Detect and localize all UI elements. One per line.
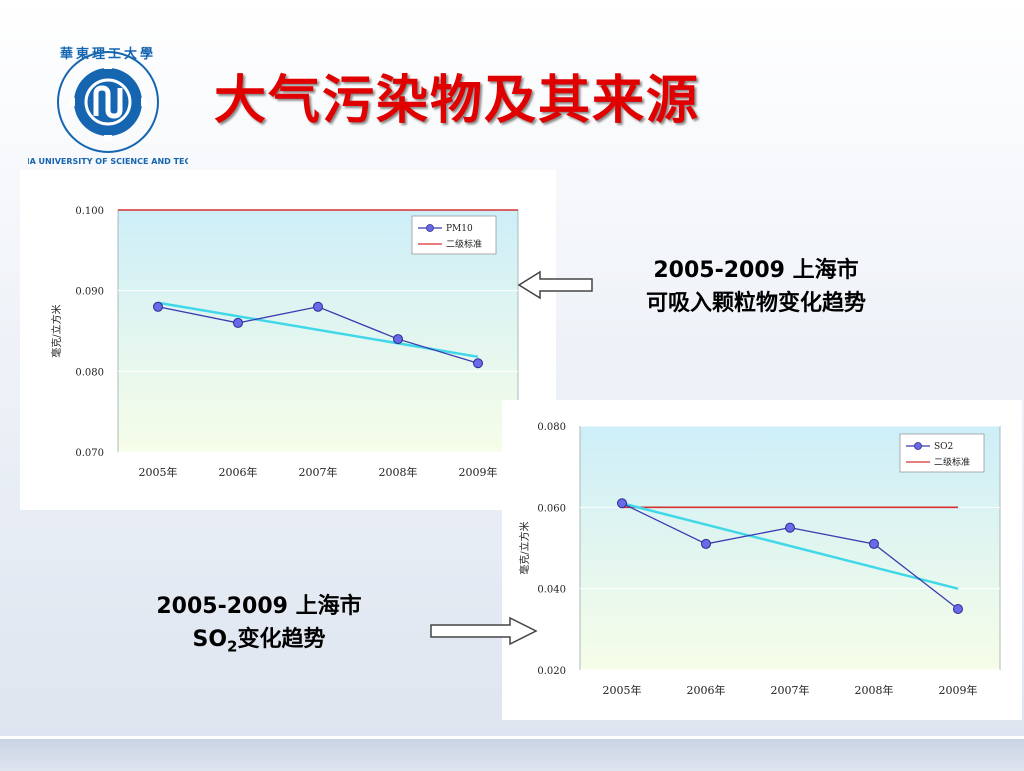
- so2-ytick-label: 0.080: [537, 422, 566, 433]
- so2-chart: 0.020 0.040 0.060 0.080 毫克/立方米 2005年 2006年 2007…: [518, 422, 1001, 697]
- pm10-caption-city: 上海市: [792, 257, 859, 283]
- so2-caption: 2005-2009 上海市 SO2变化趋势: [106, 590, 412, 662]
- so2-xtick-label: 2007年: [771, 683, 810, 697]
- pm10-caption: 2005-2009 上海市 可吸入颗粒物变化趋势: [586, 254, 926, 319]
- pm10-caption-subject: 可吸入颗粒物变化趋势: [645, 290, 866, 316]
- pm10-data-point: [313, 301, 323, 312]
- pm10-chart-panel: 0.070 0.080 0.090 0.100 毫克/立方米 2005年 2006年 2007…: [20, 170, 556, 510]
- pm10-data-point: [393, 334, 403, 345]
- so2-ytick-label: 0.020: [537, 666, 566, 677]
- left-arrow-icon: [517, 270, 593, 300]
- pm10-data-point: [153, 301, 163, 312]
- pm10-data-point: [233, 317, 243, 328]
- pm10-xtick-label: 2007年: [299, 465, 338, 479]
- svg-text:華東理工大學: 華東理工大學: [60, 46, 156, 62]
- so2-xtick-label: 2006年: [687, 683, 726, 697]
- pm10-xtick-label: 2009年: [459, 465, 498, 479]
- svg-text:EAST CHINA UNIVERSITY OF SCIEN: EAST CHINA UNIVERSITY OF SCIENCE AND TEC…: [28, 157, 188, 166]
- pm10-legend: [411, 215, 497, 255]
- so2-xtick-label: 2008年: [855, 683, 894, 697]
- pm10-ytick-label: 0.100: [75, 206, 104, 217]
- pm10-ytick-label: 0.080: [75, 367, 104, 378]
- pm10-xtick-label: 2008年: [379, 465, 418, 479]
- so2-caption-subscript: 2: [227, 637, 238, 656]
- so2-data-point: [785, 522, 795, 533]
- pm10-caption-years: 2005-2009: [653, 258, 785, 283]
- pm10-xtick-label: 2006年: [219, 465, 258, 479]
- university-logo-icon: 華東理工大學 EAST CHINA UNIVERSITY OF SCIENCE …: [28, 46, 188, 166]
- so2-xtick-label: 2009年: [939, 683, 978, 697]
- so2-caption-subject: 变化趋势: [237, 626, 326, 652]
- so2-data-point: [869, 538, 879, 549]
- pm10-ytick-label: 0.090: [75, 287, 104, 298]
- pm10-legend-standard-label: 二级标准: [446, 238, 482, 250]
- bottom-band: [0, 736, 1024, 771]
- pm10-xtick-label: 2005年: [139, 465, 178, 479]
- pm10-ytick-label: 0.070: [75, 448, 104, 459]
- so2-legend: [899, 433, 985, 473]
- so2-ytick-label: 0.060: [537, 503, 566, 514]
- so2-xtick-label: 2005年: [603, 683, 642, 697]
- so2-chart-panel: 0.020 0.040 0.060 0.080 毫克/立方米 2005年 2006年 2007…: [502, 400, 1022, 720]
- so2-caption-years: 2005-2009: [156, 594, 288, 619]
- pm10-data-point: [473, 358, 483, 369]
- so2-ytick-label: 0.040: [537, 585, 566, 596]
- so2-caption-city: 上海市: [295, 593, 362, 619]
- pm10-legend-series-label: PM10: [446, 224, 473, 234]
- page-title: 大气污染物及其来源: [214, 70, 701, 131]
- so2-data-point: [617, 498, 627, 509]
- so2-legend-series-label: SO2: [934, 442, 953, 452]
- pm10-ylabel: 毫克/立方米: [50, 304, 63, 357]
- pm10-chart: 0.070 0.080 0.090 0.100 毫克/立方米 2005年 2006年 2007…: [50, 206, 519, 479]
- so2-trend-line: [621, 502, 959, 590]
- right-arrow-icon: [430, 616, 538, 646]
- so2-legend-standard-label: 二级标准: [934, 456, 970, 468]
- so2-legend-series-marker: [914, 442, 922, 450]
- pm10-legend-series-marker: [426, 224, 434, 232]
- so2-ylabel: 毫克/立方米: [518, 521, 531, 574]
- so2-data-point: [953, 604, 963, 614]
- so2-data-point: [701, 538, 711, 549]
- so2-caption-formula: SO: [192, 627, 228, 652]
